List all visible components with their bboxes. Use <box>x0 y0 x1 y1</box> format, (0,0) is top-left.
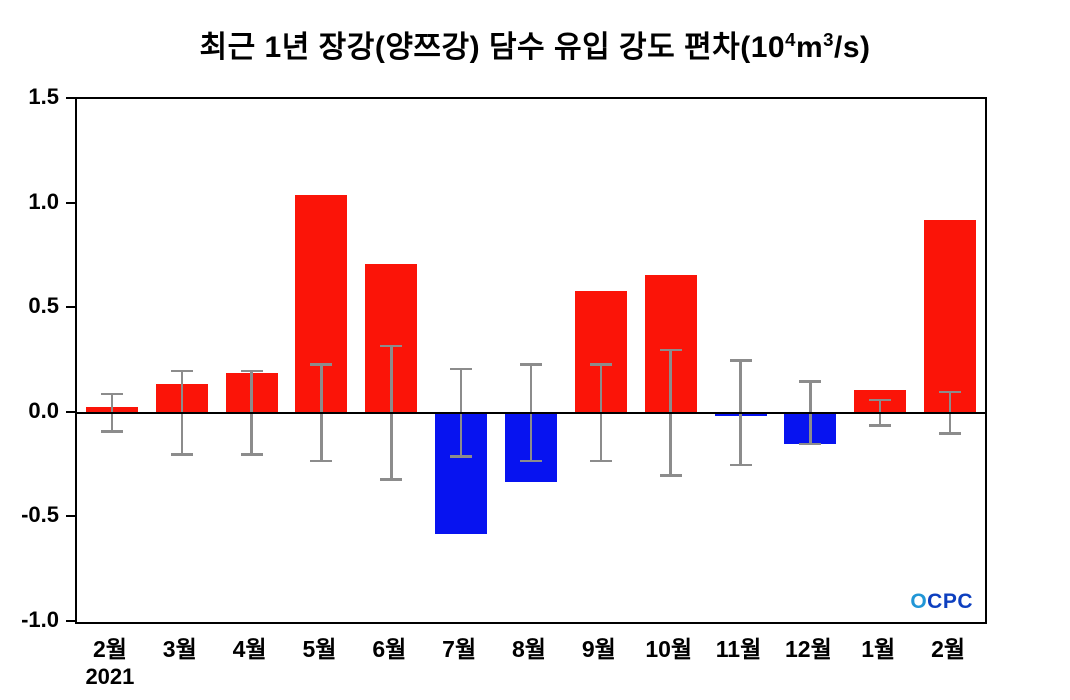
chart-title-unit-rest: /s) <box>834 31 871 64</box>
y-tick-label: -1.0 <box>21 607 59 632</box>
ocpc-logo-cpc: CPC <box>927 590 973 613</box>
error-bar-cap-bottom <box>380 478 403 481</box>
x-axis-year: 2021 <box>85 664 135 689</box>
y-tick-mark <box>66 410 75 413</box>
x-tick-label: 2월 <box>931 636 966 662</box>
error-bar-cap-bottom <box>799 442 822 446</box>
ocpc-logo-o: O <box>910 590 928 613</box>
error-bar-cap-bottom <box>450 455 473 458</box>
error-bar-cap-bottom <box>659 474 682 477</box>
zero-line <box>77 411 985 414</box>
bar <box>924 220 977 413</box>
error-bar-cap-top <box>520 363 542 366</box>
error-bar-cap-bottom <box>869 424 892 427</box>
error-bar-cap-top <box>450 367 473 371</box>
y-tick-label: 1.5 <box>28 84 59 109</box>
x-tick-label: 5월 <box>302 636 337 662</box>
error-bar-cap-bottom <box>100 430 123 433</box>
x-tick-label: 11월 <box>715 636 762 662</box>
plot-area: OCPC <box>75 97 987 624</box>
error-bar-cap-top <box>589 363 612 366</box>
error-bar-cap-bottom <box>520 459 542 463</box>
error-bar-cap-bottom <box>310 459 333 463</box>
chart-title: 최근 1년 장강(양쯔강) 담수 유입 강도 편차(104m3/s) <box>0 22 1070 66</box>
y-tick-label: -0.5 <box>21 502 59 528</box>
ocpc-logo: OCPC <box>910 590 973 614</box>
chart-title-sup4: 4 <box>785 29 796 50</box>
error-bar-cap-top <box>170 369 193 373</box>
x-tick-label: 8월 <box>512 636 546 662</box>
y-tick-mark <box>66 97 75 99</box>
error-bar-cap-bottom <box>240 453 263 456</box>
error-bar-cap-top <box>869 398 892 402</box>
error-bar-cap-bottom <box>939 432 962 435</box>
chart-title-sup3: 3 <box>823 29 834 50</box>
y-tick-mark <box>66 515 75 518</box>
x-tick-label: 1월 <box>861 636 896 662</box>
x-tick-label: 10월 <box>645 636 693 662</box>
error-bar-cap-top <box>729 359 752 362</box>
y-tick-label: 0.5 <box>28 293 59 319</box>
y-tick-label: 1.0 <box>28 188 59 214</box>
error-bar-cap-top <box>659 348 682 352</box>
y-tick-mark <box>66 306 75 309</box>
x-tick-label: 6월 <box>372 636 407 662</box>
error-bar-cap-bottom <box>170 453 193 456</box>
y-tick-mark <box>66 620 75 622</box>
error-bar-cap-bottom <box>589 459 612 463</box>
error-bar-cap-top <box>240 369 263 373</box>
y-tick-mark <box>66 201 75 204</box>
chart-title-text: 최근 1년 장강(양쯔강) 담수 유입 강도 편차(10 <box>199 31 786 64</box>
y-tick-label: 0.0 <box>28 397 59 423</box>
x-tick-label: 4월 <box>232 636 267 662</box>
x-tick-label: 12월 <box>785 636 832 662</box>
x-tick-label: 9월 <box>581 636 616 662</box>
error-bar-cap-top <box>799 380 822 383</box>
x-tick-label: 3월 <box>162 636 197 662</box>
error-bar-cap-bottom <box>729 463 752 467</box>
chart-title-unit-m: m <box>795 31 824 64</box>
error-bar-cap-top <box>380 344 403 348</box>
error-bar-cap-top <box>939 390 962 394</box>
x-tick-label: 2월 <box>92 636 127 662</box>
error-bar-cap-top <box>310 363 333 366</box>
x-tick-label: 7월 <box>442 636 477 662</box>
error-bar-cap-top <box>100 392 123 396</box>
